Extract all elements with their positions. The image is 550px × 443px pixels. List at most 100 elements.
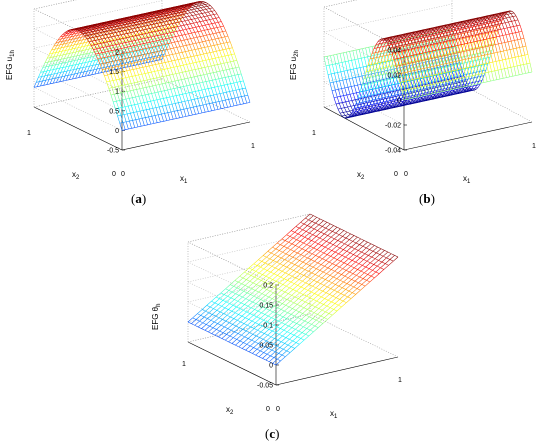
mesh-line xyxy=(438,59,442,67)
mesh-line xyxy=(179,17,183,19)
mesh-line xyxy=(115,79,119,87)
mesh-line xyxy=(132,34,136,37)
mesh-line xyxy=(207,28,211,30)
mesh-line xyxy=(139,14,144,16)
mesh-line xyxy=(188,70,192,78)
mesh-line xyxy=(339,52,344,54)
mesh-line xyxy=(123,53,126,59)
mesh-line xyxy=(422,62,426,71)
mesh-line xyxy=(226,68,230,71)
mesh-line xyxy=(149,61,153,63)
mesh-line xyxy=(53,82,57,84)
mesh-line xyxy=(158,18,162,21)
mesh-line xyxy=(89,28,94,30)
mesh-line xyxy=(74,35,78,37)
mesh-line xyxy=(361,75,365,84)
mesh-line xyxy=(66,65,70,67)
mesh-line xyxy=(153,23,157,28)
mesh-line xyxy=(136,50,140,52)
mesh-line xyxy=(221,107,225,109)
mesh-line xyxy=(335,89,339,91)
mesh-line xyxy=(135,74,139,76)
mesh-line xyxy=(177,21,180,27)
mesh-line xyxy=(97,58,101,65)
mesh-line xyxy=(359,66,364,68)
mesh-line xyxy=(145,28,148,34)
mesh-line xyxy=(181,101,185,110)
mesh-line xyxy=(158,45,162,52)
mesh-line xyxy=(79,39,83,41)
mesh-line xyxy=(105,69,108,76)
mesh-line xyxy=(157,121,161,123)
mesh-line xyxy=(82,36,86,41)
mesh-line xyxy=(100,24,104,26)
mesh-line xyxy=(200,6,205,8)
mesh-line xyxy=(145,22,149,24)
mesh-line xyxy=(124,33,128,35)
mesh-line xyxy=(79,50,83,56)
mesh-line xyxy=(370,76,374,78)
mesh-line xyxy=(215,78,219,80)
mesh-line xyxy=(76,54,81,57)
mesh-line xyxy=(175,72,180,74)
mesh-line xyxy=(176,65,181,67)
mesh-line xyxy=(190,76,195,78)
mesh-line xyxy=(192,43,196,50)
mesh-line xyxy=(203,97,207,105)
mesh-line xyxy=(160,50,164,57)
mesh-line xyxy=(155,84,160,86)
mesh-line xyxy=(194,2,198,5)
mesh-line xyxy=(134,126,139,128)
mesh-line xyxy=(210,95,213,103)
mesh-line xyxy=(164,44,168,50)
mesh-line xyxy=(96,35,100,37)
mesh-line xyxy=(108,88,112,96)
z-tick-label: 1 xyxy=(115,89,119,96)
z-tick-labels-a: -0.500.511.52 xyxy=(107,50,119,155)
mesh-line xyxy=(73,33,77,35)
mesh-line xyxy=(73,55,78,57)
mesh-line xyxy=(195,113,199,115)
mesh-line xyxy=(130,63,134,70)
mesh-line xyxy=(158,113,162,116)
mesh-line xyxy=(185,7,190,9)
mesh-line xyxy=(38,72,41,78)
mesh-line xyxy=(158,45,163,47)
mesh-line xyxy=(95,53,99,60)
mesh-line xyxy=(384,70,387,79)
mesh-line xyxy=(141,95,145,103)
mesh-line xyxy=(193,56,197,63)
mesh-line xyxy=(193,4,197,6)
mesh-line xyxy=(191,98,195,101)
mesh-line xyxy=(113,51,117,53)
mesh-line xyxy=(234,97,238,106)
mesh-line xyxy=(76,67,81,70)
mesh-line xyxy=(50,69,54,75)
mesh-line xyxy=(140,17,145,19)
mesh-line xyxy=(97,32,101,34)
mesh-line xyxy=(142,32,146,34)
mesh-line xyxy=(60,34,63,38)
mesh-line xyxy=(40,80,43,87)
mesh-line xyxy=(74,72,78,75)
mesh-line xyxy=(219,49,223,51)
mesh-line xyxy=(186,107,191,109)
mesh-line xyxy=(88,40,93,43)
mesh-line xyxy=(457,54,461,63)
mesh-line xyxy=(147,25,151,29)
mesh-line xyxy=(198,42,202,49)
mesh-line xyxy=(124,29,128,32)
mesh-line xyxy=(174,103,178,111)
mesh-line xyxy=(120,92,124,100)
mesh-line xyxy=(105,25,110,27)
mesh-line xyxy=(146,19,149,23)
mesh-line xyxy=(59,63,63,69)
mesh-line xyxy=(57,36,61,40)
mesh-line xyxy=(214,22,219,24)
mesh-line xyxy=(178,35,182,41)
mesh-line xyxy=(219,71,223,79)
mesh-line xyxy=(61,71,65,77)
mesh-line xyxy=(104,22,108,24)
mesh-line xyxy=(148,115,152,118)
mesh-line xyxy=(127,22,131,25)
